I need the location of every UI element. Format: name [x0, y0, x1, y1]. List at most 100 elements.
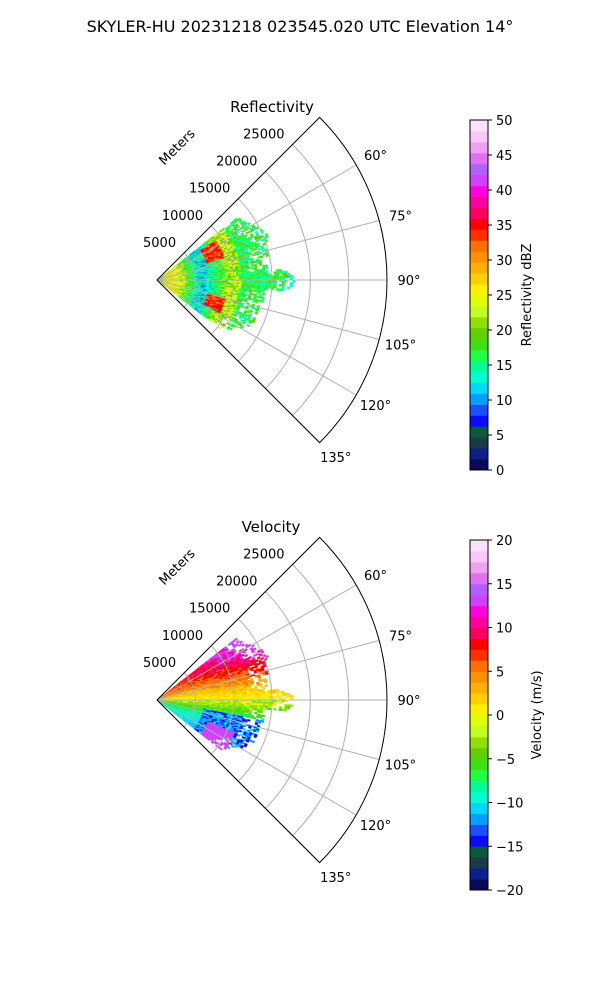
r-tick-label: 5000 [143, 236, 176, 251]
field-gate [241, 654, 244, 657]
field-gate [266, 282, 269, 284]
colorbar-swatch [470, 339, 488, 350]
colorbar-swatch [470, 251, 488, 262]
colorbar-swatch [470, 153, 488, 164]
field-gate [287, 707, 290, 709]
theta-tick-label: 90° [397, 274, 420, 289]
field-gate [276, 274, 279, 276]
field-gate [279, 276, 282, 278]
field-gate [279, 691, 282, 693]
colorbar-swatch [470, 383, 488, 394]
field-gate [246, 294, 249, 296]
field-gate [268, 696, 271, 698]
colorbar-swatch [470, 175, 488, 186]
field-gate [246, 711, 249, 713]
field-gate [265, 266, 268, 268]
field-gate [260, 235, 263, 238]
reflectivity-theta-ticks: 60°75°90°105°120°135° [320, 149, 420, 466]
colorbar-swatch [470, 448, 488, 459]
field-gate [252, 697, 255, 699]
field-gate [276, 271, 279, 273]
field-gate [258, 722, 261, 724]
field-gate [249, 706, 252, 708]
colorbar-tick-label: 5 [496, 429, 504, 444]
field-gate [250, 697, 253, 699]
field-gate [257, 684, 260, 686]
field-gate [255, 723, 258, 725]
field-gate [279, 271, 282, 273]
field-gate [262, 243, 265, 246]
field-gate [252, 708, 255, 710]
velocity-panel: Velocity Meters 500010000150002000025000… [143, 518, 545, 899]
field-gate [263, 702, 266, 704]
field-gate [249, 267, 252, 269]
field-gate [290, 705, 293, 707]
field-gate [263, 282, 266, 284]
field-gate [287, 693, 290, 695]
field-gate [266, 696, 269, 698]
field-gate [258, 275, 261, 277]
field-gate [266, 702, 269, 704]
field-gate [290, 285, 293, 287]
field-gate [255, 709, 258, 711]
field-gate [262, 687, 265, 689]
field-gate [274, 696, 277, 698]
field-gate [274, 692, 277, 694]
reflectivity-grid [157, 117, 387, 442]
field-gate [290, 282, 293, 284]
r-tick-label: 15000 [189, 182, 230, 197]
colorbar-tick-label: 0 [496, 464, 504, 479]
colorbar-tick-label: 35 [496, 219, 513, 234]
colorbar-tick-label: 10 [496, 394, 513, 409]
field-gate [251, 683, 254, 685]
colorbar-swatch [470, 328, 488, 339]
field-gate [268, 286, 271, 288]
field-gate [260, 657, 263, 660]
colorbar-swatch [470, 361, 488, 372]
field-gate [244, 234, 247, 237]
colorbar-swatch [470, 426, 488, 437]
field-gate [274, 276, 277, 278]
colorbar-swatch [470, 120, 488, 131]
colorbar-swatch [470, 306, 488, 317]
field-gate [281, 289, 284, 291]
colorbar-swatch [470, 459, 488, 470]
field-gate [284, 709, 287, 711]
field-gate [259, 654, 262, 657]
field-gate [266, 276, 269, 278]
field-gate [290, 695, 293, 697]
field-gate [277, 276, 280, 278]
field-gate [276, 691, 279, 693]
field-gate [257, 292, 260, 294]
field-gate [274, 704, 277, 706]
colorbar-swatch [470, 218, 488, 229]
colorbar-swatch [470, 350, 488, 361]
field-gate [265, 672, 268, 675]
field-gate [260, 291, 263, 293]
field-gate [284, 693, 287, 695]
field-gate [246, 689, 249, 691]
field-gate [261, 720, 264, 722]
field-gate [253, 648, 256, 651]
field-gate [274, 286, 277, 288]
field-gate [262, 293, 265, 295]
theta-tick-label: 75° [389, 209, 412, 224]
colorbar-tick-label: 45 [496, 149, 513, 164]
field-gate [265, 684, 268, 686]
field-gate [256, 653, 259, 656]
colorbar-swatch [470, 197, 488, 208]
theta-tick-label: 105° [385, 339, 416, 354]
field-gate [259, 716, 262, 718]
field-gate [260, 711, 263, 713]
field-gate [266, 274, 269, 276]
colorbar-swatch [470, 273, 488, 284]
colorbar-tick-label: 40 [496, 184, 513, 199]
field-gate [274, 274, 277, 276]
velocity-title: Velocity [242, 518, 301, 536]
field-gate [255, 659, 258, 662]
field-gate [252, 287, 255, 289]
field-gate [287, 273, 290, 275]
field-gate [257, 656, 260, 659]
field-gate [250, 310, 253, 312]
